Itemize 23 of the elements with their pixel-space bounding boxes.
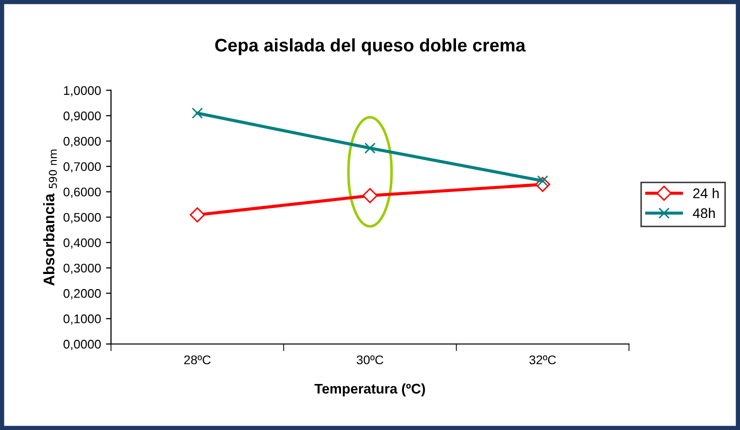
- y-tick-label: 0,0000: [64, 340, 101, 350]
- y-tick-label: 0,8000: [64, 136, 101, 148]
- y-tick-label: 1,0000: [64, 86, 101, 96]
- legend-label: 48h: [692, 208, 715, 218]
- y-tick-label: 0,4000: [64, 238, 101, 249]
- y-tick-label: 0,5000: [64, 212, 101, 224]
- x-tick-label: 28ºC: [184, 355, 211, 364]
- y-tick-label: 0,6000: [64, 188, 101, 198]
- point: [364, 142, 376, 154]
- point: [362, 188, 378, 204]
- legend-label: 24 h: [693, 188, 719, 198]
- y-tick-label: 0,3000: [64, 264, 101, 274]
- y-tick-label: 0,1000: [64, 314, 101, 325]
- x-tick-label: 32ºC: [529, 355, 556, 364]
- y-tick-label: 0,9000: [64, 111, 101, 122]
- y-tick-label: 0,7000: [64, 162, 101, 173]
- point: [192, 108, 203, 119]
- y-tick-label: 0,2000: [64, 289, 101, 300]
- y-axis-title: Absorbancia $_{590 nm}$: [43, 150, 57, 286]
- point: [190, 207, 205, 222]
- chart-title: Cepa aislada del queso doble crema: [215, 38, 526, 56]
- x-axis-title: Temperatura (ºC): [314, 383, 425, 396]
- x-tick-label: 30ºC: [356, 355, 384, 364]
